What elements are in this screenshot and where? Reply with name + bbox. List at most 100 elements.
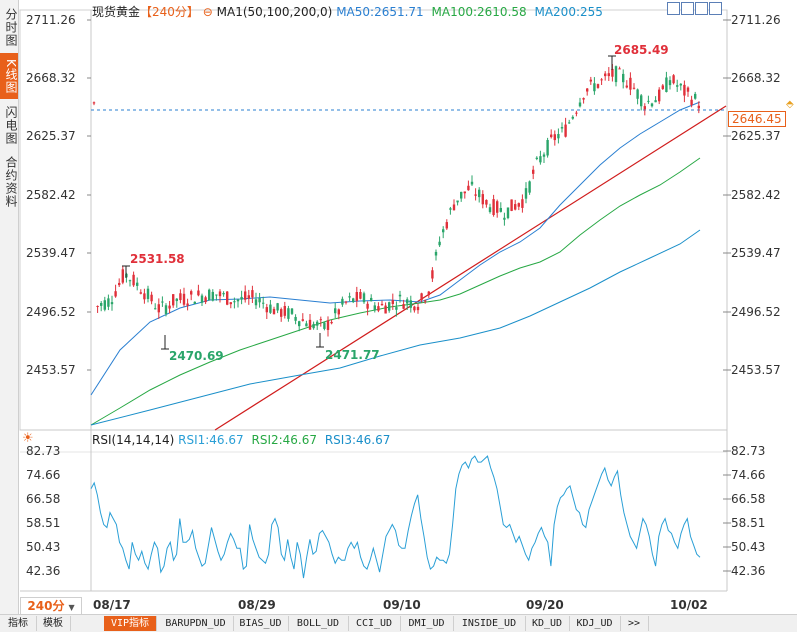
candle-body xyxy=(413,306,416,311)
candle-body xyxy=(514,204,517,210)
tab-contract-info[interactable]: 合约资料 xyxy=(4,156,18,208)
candle-body xyxy=(564,124,567,137)
tab-boll-ud[interactable]: BOLL_UD xyxy=(288,616,349,631)
price-tick-left: 2496.52 xyxy=(26,305,76,319)
tab-dmi-ud[interactable]: DMI_UD xyxy=(400,616,454,631)
price-tick-left: 2453.57 xyxy=(26,363,76,377)
candle-body xyxy=(589,79,592,82)
price-tick: 2625.37 xyxy=(731,129,781,143)
zoom-in-icon[interactable] xyxy=(667,2,680,15)
candle-body xyxy=(200,295,204,303)
candle-body xyxy=(143,293,146,300)
candle-body xyxy=(380,303,384,306)
candle-body xyxy=(179,293,182,301)
tab-cci-ud[interactable]: CCI_UD xyxy=(348,616,401,631)
candle-body xyxy=(128,280,132,282)
candle-body xyxy=(326,320,330,330)
tab-time-chart[interactable]: 分时图 xyxy=(4,7,18,47)
candle-body xyxy=(550,134,553,138)
candle-body xyxy=(384,305,387,314)
play-icon[interactable] xyxy=(695,2,708,15)
candle-body xyxy=(254,299,258,306)
candle-body xyxy=(132,274,135,286)
candle-body xyxy=(110,302,114,305)
candle-body xyxy=(218,291,222,297)
candle-body xyxy=(269,304,272,313)
candle-body xyxy=(640,95,643,107)
candle-body xyxy=(352,298,355,303)
candle-body xyxy=(506,207,510,219)
candle-body xyxy=(622,73,625,83)
candle-body xyxy=(593,83,596,92)
tab-barupdn-ud[interactable]: BARUPDN_UD xyxy=(158,616,234,631)
candle-body xyxy=(452,204,456,211)
price-tick-left: 2582.42 xyxy=(26,188,76,202)
candle-body xyxy=(103,300,106,310)
candle-body xyxy=(247,295,250,299)
candle-body xyxy=(625,85,628,88)
candle-body xyxy=(668,80,672,86)
rsi-tick-left: 50.43 xyxy=(26,540,61,554)
candle-body xyxy=(578,102,582,107)
candle-body xyxy=(208,289,211,301)
candle-body xyxy=(499,207,502,212)
candle-body xyxy=(150,294,153,302)
candle-body xyxy=(560,127,564,129)
candle-body xyxy=(524,188,528,199)
candle-body xyxy=(294,316,297,321)
candle-body xyxy=(175,298,178,302)
candle-body xyxy=(344,301,348,303)
candle-body xyxy=(467,185,470,191)
tab-bias-ud[interactable]: BIAS_UD xyxy=(233,616,289,631)
candle-body xyxy=(463,191,466,194)
candle-body xyxy=(323,322,326,329)
candle-body xyxy=(391,300,394,305)
period-selector[interactable]: 240分 ▼ xyxy=(20,597,82,615)
zoom-out-icon[interactable] xyxy=(681,2,694,15)
candle-body xyxy=(456,200,459,203)
tab-more[interactable]: >> xyxy=(620,616,649,631)
ma-settings-icon[interactable]: ⊖ xyxy=(202,5,213,19)
candle-body xyxy=(136,282,139,286)
tab-vip-indicators[interactable]: VIP指标 xyxy=(104,616,157,631)
tab-kdj-ud[interactable]: KDJ_UD xyxy=(569,616,621,631)
price-tick: 2711.26 xyxy=(731,13,781,27)
collapse-icon[interactable] xyxy=(709,2,722,15)
candle-body xyxy=(532,169,535,174)
tab-flash-chart[interactable]: 闪电图 xyxy=(4,105,18,145)
rsi-tick: 74.66 xyxy=(731,468,766,482)
price-tick-left: 2539.47 xyxy=(26,246,76,260)
candle-body xyxy=(600,79,603,81)
candle-body xyxy=(168,305,171,309)
candle-body xyxy=(283,305,286,316)
price-tick: 2539.47 xyxy=(731,246,781,260)
rsi-settings-icon[interactable]: ☀ xyxy=(22,431,34,446)
rsi-tick-left: 82.73 xyxy=(26,444,61,458)
candle-body xyxy=(442,229,445,233)
candle-body xyxy=(272,308,276,315)
period-label[interactable]: 【240分】 xyxy=(140,5,199,19)
candle-body xyxy=(503,217,506,220)
candle-body xyxy=(636,89,639,99)
candle-body xyxy=(449,208,452,210)
candle-body xyxy=(539,156,542,163)
candle-body xyxy=(542,154,546,157)
candle-body xyxy=(146,288,150,299)
candle-body xyxy=(193,301,196,304)
candle-body xyxy=(553,134,556,141)
candle-body xyxy=(445,222,448,229)
tab-k-line-chart[interactable]: K线图 xyxy=(0,53,18,99)
tab-kd-ud[interactable]: KD_UD xyxy=(525,616,570,631)
tab-inside-ud[interactable]: INSIDE_UD xyxy=(453,616,526,631)
candle-body xyxy=(686,87,690,92)
time-label: 08/17 xyxy=(93,598,131,612)
tab-templates[interactable]: 模板 xyxy=(36,616,71,631)
candle-body xyxy=(334,308,337,314)
candle-body xyxy=(197,290,200,296)
candle-body xyxy=(614,66,618,83)
tab-indicators[interactable]: 指标 xyxy=(0,616,37,631)
candle-body xyxy=(154,308,157,310)
candle-body xyxy=(697,105,700,109)
candle-body xyxy=(406,299,409,304)
